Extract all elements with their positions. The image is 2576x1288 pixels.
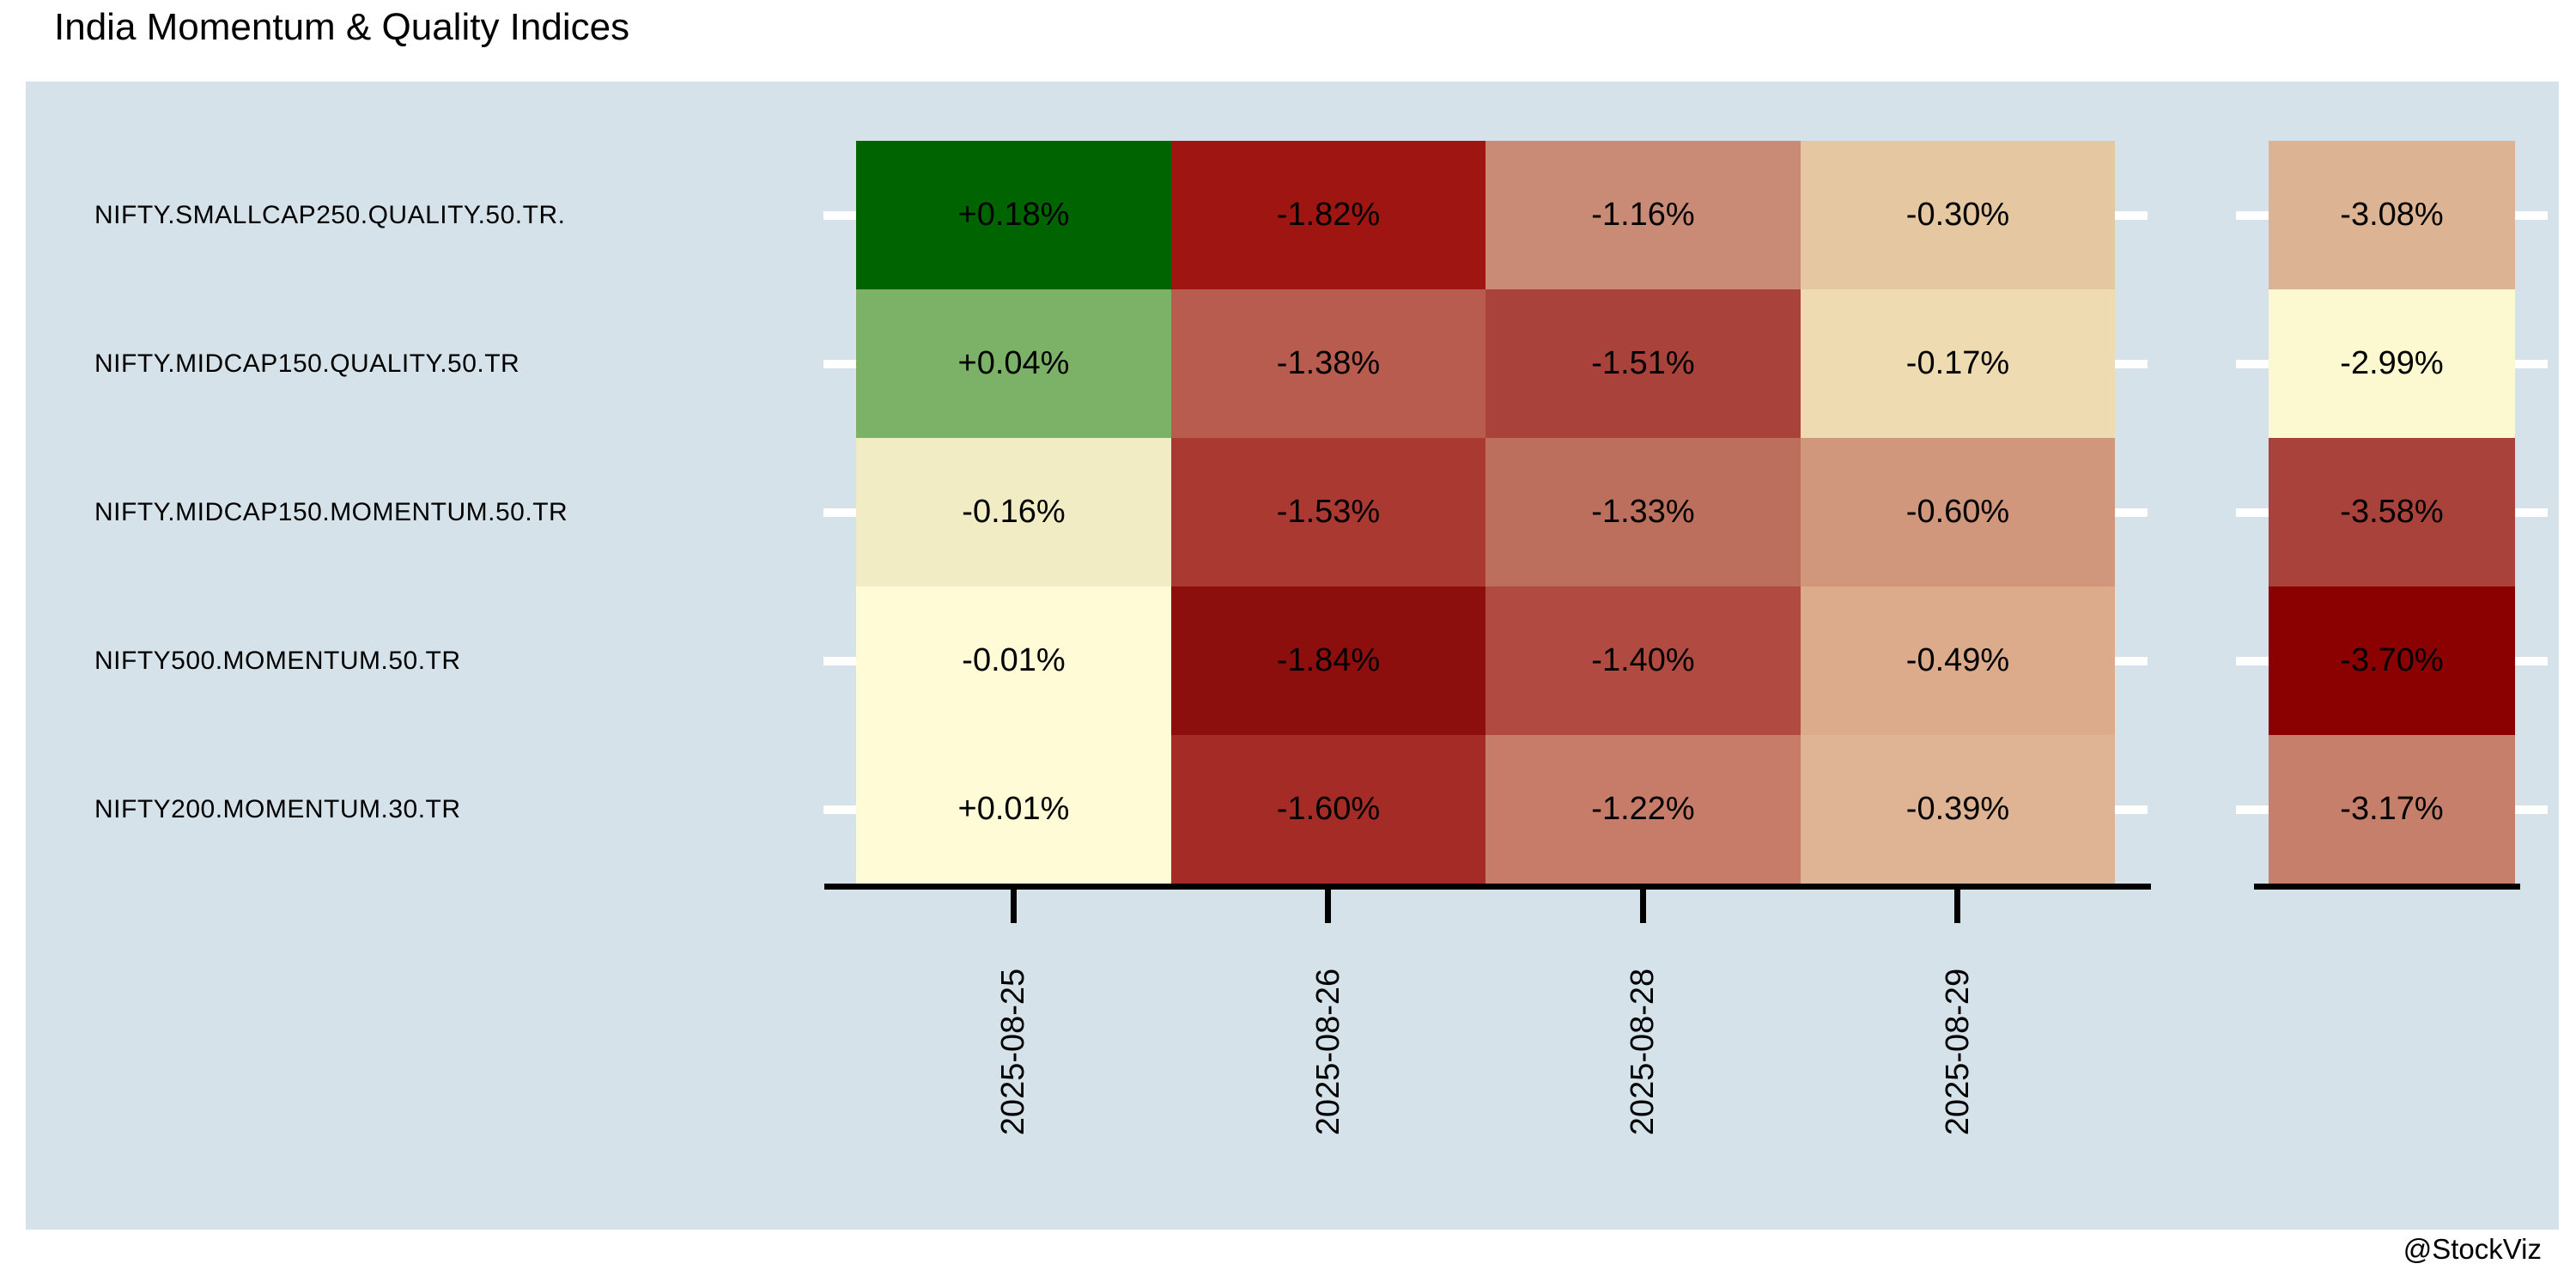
x-axis-date-label: 2025-08-26 xyxy=(1309,968,1346,1136)
row-tick-mark xyxy=(2236,360,2269,368)
heatmap-cell: -1.84% xyxy=(1171,586,1485,735)
row-tick-mark xyxy=(823,657,856,665)
row-tick-mark xyxy=(2236,657,2269,665)
row-tick-mark xyxy=(2115,657,2148,665)
heatmap-cell: +0.18% xyxy=(856,141,1171,289)
row-tick-mark xyxy=(823,211,856,220)
heatmap-cell: -1.40% xyxy=(1485,586,1801,735)
x-axis-line-total xyxy=(2254,884,2520,890)
heatmap-cell: -1.51% xyxy=(1485,289,1801,438)
heatmap-cell: -0.30% xyxy=(1801,141,2115,289)
row-tick-mark xyxy=(2236,805,2269,814)
row-tick-mark xyxy=(2515,211,2548,220)
heatmap-cell: +0.01% xyxy=(856,735,1171,884)
heatmap-cell: -1.82% xyxy=(1171,141,1485,289)
row-label: NIFTY200.MOMENTUM.30.TR xyxy=(94,794,461,823)
x-axis-tick xyxy=(1954,884,1960,923)
row-tick-mark xyxy=(2115,805,2148,814)
heatmap-cell: -0.17% xyxy=(1801,289,2115,438)
heatmap-cell: -0.49% xyxy=(1801,586,2115,735)
heatmap-cell: -0.60% xyxy=(1801,438,2115,586)
row-label: NIFTY.MIDCAP150.QUALITY.50.TR xyxy=(94,349,520,378)
x-axis-tick xyxy=(1011,884,1017,923)
row-tick-mark xyxy=(2115,360,2148,368)
row-tick-mark xyxy=(2515,508,2548,517)
row-tick-mark xyxy=(2115,211,2148,220)
x-axis-date-label: 2025-08-25 xyxy=(994,968,1031,1136)
heatmap-cell: -1.33% xyxy=(1485,438,1801,586)
x-axis-tick xyxy=(1325,884,1331,923)
heatmap-cell: -1.22% xyxy=(1485,735,1801,884)
heatmap-cell: -1.38% xyxy=(1171,289,1485,438)
heatmap-cell: -1.53% xyxy=(1171,438,1485,586)
row-tick-mark xyxy=(2115,508,2148,517)
row-tick-mark xyxy=(2515,657,2548,665)
heatmap-cell: -0.16% xyxy=(856,438,1171,586)
watermark-text: @StockViz xyxy=(2403,1233,2542,1265)
heatmap-cell: +0.04% xyxy=(856,289,1171,438)
heatmap-cell: -0.01% xyxy=(856,586,1171,735)
x-axis-line-main xyxy=(824,884,2151,890)
row-tick-mark xyxy=(2236,508,2269,517)
x-axis-date-label: 2025-08-28 xyxy=(1624,968,1661,1136)
row-tick-mark xyxy=(823,508,856,517)
chart-title: India Momentum & Quality Indices xyxy=(54,6,630,48)
row-label: NIFTY.MIDCAP150.MOMENTUM.50.TR xyxy=(94,497,568,526)
total-cell: -3.70% xyxy=(2269,586,2515,735)
row-tick-mark xyxy=(823,805,856,814)
row-tick-mark xyxy=(823,360,856,368)
total-cell: -3.08% xyxy=(2269,141,2515,289)
heatmap-cell: -1.60% xyxy=(1171,735,1485,884)
total-cell: -2.99% xyxy=(2269,289,2515,438)
row-tick-mark xyxy=(2515,360,2548,368)
total-cell: -3.17% xyxy=(2269,735,2515,884)
row-tick-mark xyxy=(2515,805,2548,814)
row-tick-mark xyxy=(2236,211,2269,220)
row-label: NIFTY.SMALLCAP250.QUALITY.50.TR. xyxy=(94,200,566,229)
x-axis-tick xyxy=(1640,884,1646,923)
row-label: NIFTY500.MOMENTUM.50.TR xyxy=(94,646,461,675)
heatmap-cell: -0.39% xyxy=(1801,735,2115,884)
x-axis-date-label: 2025-08-29 xyxy=(1939,968,1976,1136)
heatmap-cell: -1.16% xyxy=(1485,141,1801,289)
total-cell: -3.58% xyxy=(2269,438,2515,586)
